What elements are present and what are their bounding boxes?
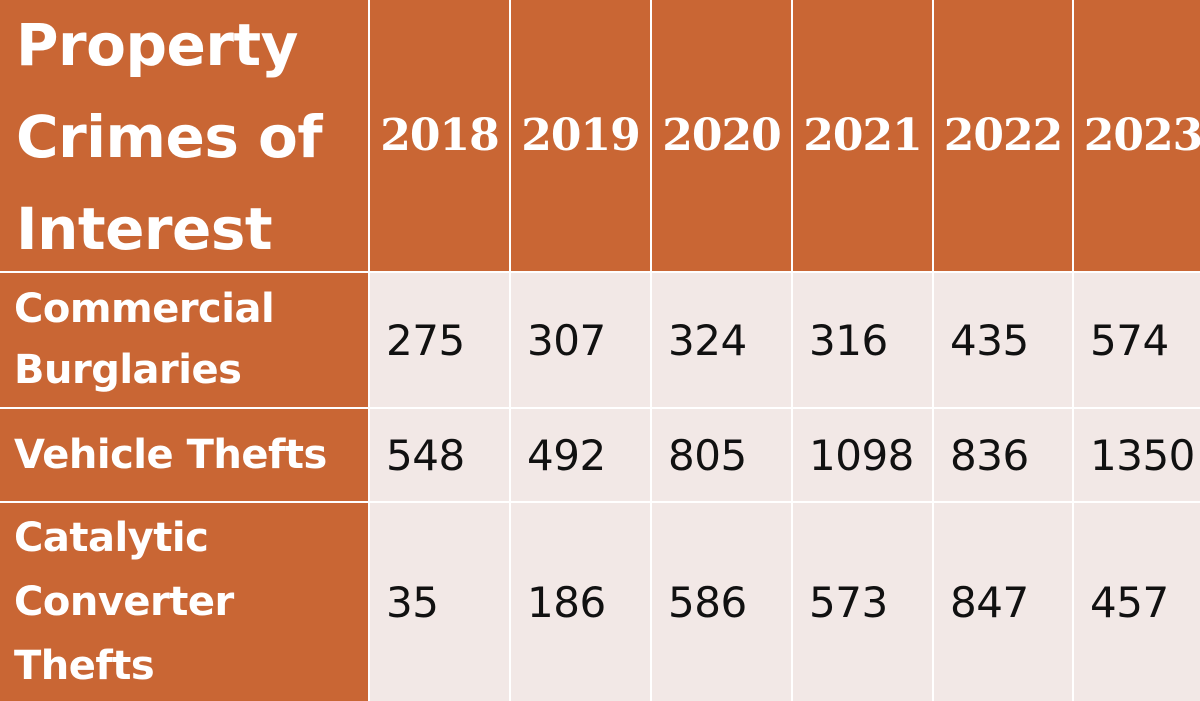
table-cell: 324 [652, 273, 791, 407]
table-cell: 805 [652, 409, 791, 501]
column-header-2023: 2023 [1074, 0, 1200, 271]
column-header-2020: 2020 [652, 0, 791, 271]
table-cell: 316 [793, 273, 932, 407]
table-cell: 186 [511, 503, 650, 701]
table-cell: 1350 [1074, 409, 1200, 501]
table-cell: 1098 [793, 409, 932, 501]
table-cell: 847 [934, 503, 1072, 701]
column-header-2018: 2018 [370, 0, 509, 271]
table-cell: 457 [1074, 503, 1200, 701]
table-cell: 574 [1074, 273, 1200, 407]
row-label-commercial-burglaries: Commercial Burglaries [0, 273, 368, 407]
table-cell: 492 [511, 409, 650, 501]
table-cell: 435 [934, 273, 1072, 407]
row-label-catalytic-converter-thefts: Catalytic Converter Thefts [0, 503, 368, 701]
table-cell: 548 [370, 409, 509, 501]
table-cell: 275 [370, 273, 509, 407]
table-cell: 307 [511, 273, 650, 407]
table-cell: 573 [793, 503, 932, 701]
table-cell: 836 [934, 409, 1072, 501]
row-label-vehicle-thefts: Vehicle Thefts [0, 409, 368, 501]
column-header-2021: 2021 [793, 0, 932, 271]
column-header-2022: 2022 [934, 0, 1072, 271]
column-header-2019: 2019 [511, 0, 650, 271]
table-title: Property Crimes of Interest [0, 0, 368, 271]
table-cell: 35 [370, 503, 509, 701]
table-cell: 586 [652, 503, 791, 701]
